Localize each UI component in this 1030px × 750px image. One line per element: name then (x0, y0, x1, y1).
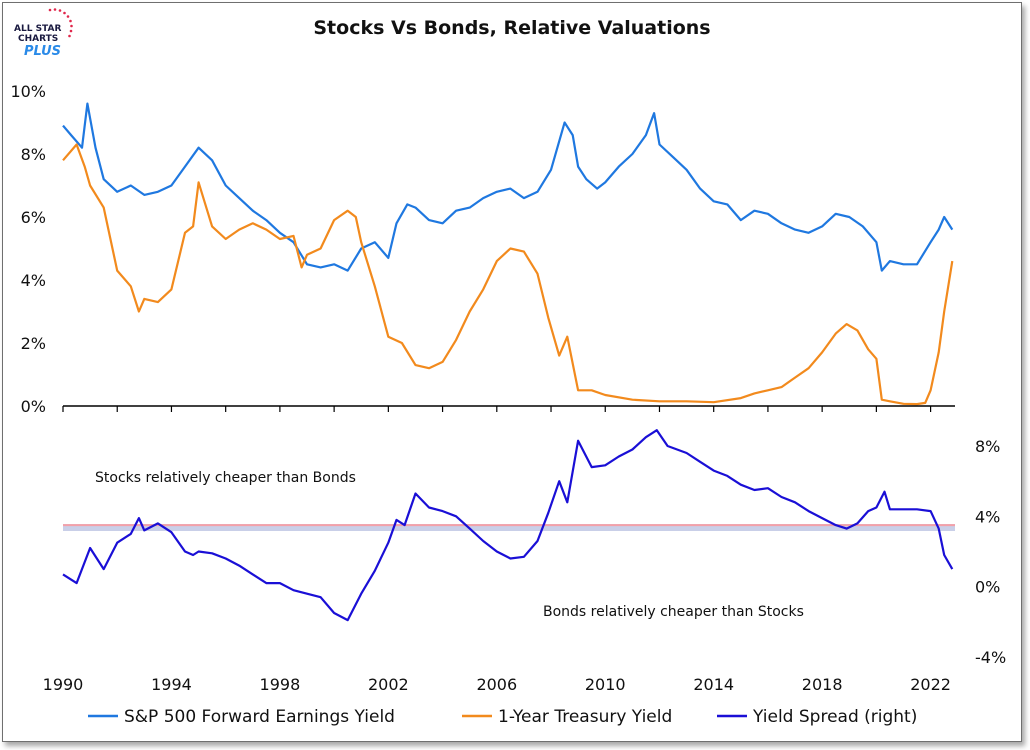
earnings-yield-line (62, 102, 954, 272)
legend: S&P 500 Forward Earnings Yield 1-Year Tr… (88, 707, 917, 727)
all-star-charts-plus-logo: ALL STAR CHARTS PLUS (14, 8, 73, 59)
x-tick-label: 2006 (476, 675, 517, 694)
x-tick-label: 1998 (260, 675, 301, 694)
top-panel-lines (62, 102, 954, 406)
bottom-y-tick-label: 4% (975, 507, 1000, 526)
x-tick-label: 2014 (693, 675, 734, 694)
logo-line-1: ALL STAR (14, 24, 61, 34)
treasury-yield-line (62, 143, 954, 406)
top-y-tick-label: 2% (21, 334, 46, 353)
top-y-tick-label: 8% (21, 145, 46, 164)
bottom-y-tick-label: 8% (975, 437, 1000, 456)
x-tick-label: 2022 (910, 675, 951, 694)
chart-title: Stocks Vs Bonds, Relative Valuations (313, 17, 710, 39)
logo-line-2: CHARTS (18, 34, 58, 44)
legend-label-yield-spread: Yield Spread (right) (752, 707, 917, 727)
x-tick-label: 2002 (368, 675, 409, 694)
x-tick-label: 1994 (151, 675, 192, 694)
annotation-stocks-cheaper: Stocks relatively cheaper than Bonds (95, 470, 356, 486)
top-y-tick-label: 6% (21, 208, 46, 227)
bottom-y-tick-label: 0% (975, 578, 1000, 597)
x-tick-label: 2010 (585, 675, 626, 694)
legend-label-treasury-yield: 1-Year Treasury Yield (498, 707, 672, 727)
bottom-y-axis: 8% 4% 0% -4% (975, 437, 1006, 667)
top-y-tick-label: 0% (21, 397, 46, 416)
reference-band (63, 524, 955, 531)
annotation-bonds-cheaper: Bonds relatively cheaper than Stocks (543, 604, 804, 620)
top-y-axis: 10% 8% 6% 4% 2% 0% (10, 82, 46, 416)
bottom-y-tick-label: -4% (975, 648, 1006, 667)
top-y-tick-label: 10% (10, 82, 46, 101)
chart-frame (2, 2, 1022, 742)
x-tick-label: 1990 (43, 675, 84, 694)
logo-line-3: PLUS (24, 44, 61, 59)
bottom-panel-lines (62, 429, 954, 622)
x-axis-labels: 1990 1994 1998 2002 2006 2010 2014 2018 2022 (43, 675, 951, 694)
yield-spread-line (62, 429, 954, 622)
x-tick-label: 2018 (802, 675, 843, 694)
top-x-axis-ticks (62, 406, 932, 412)
top-y-tick-label: 4% (21, 271, 46, 290)
logo-dots-arc (48, 8, 73, 38)
legend-label-earnings-yield: S&P 500 Forward Earnings Yield (124, 707, 395, 727)
